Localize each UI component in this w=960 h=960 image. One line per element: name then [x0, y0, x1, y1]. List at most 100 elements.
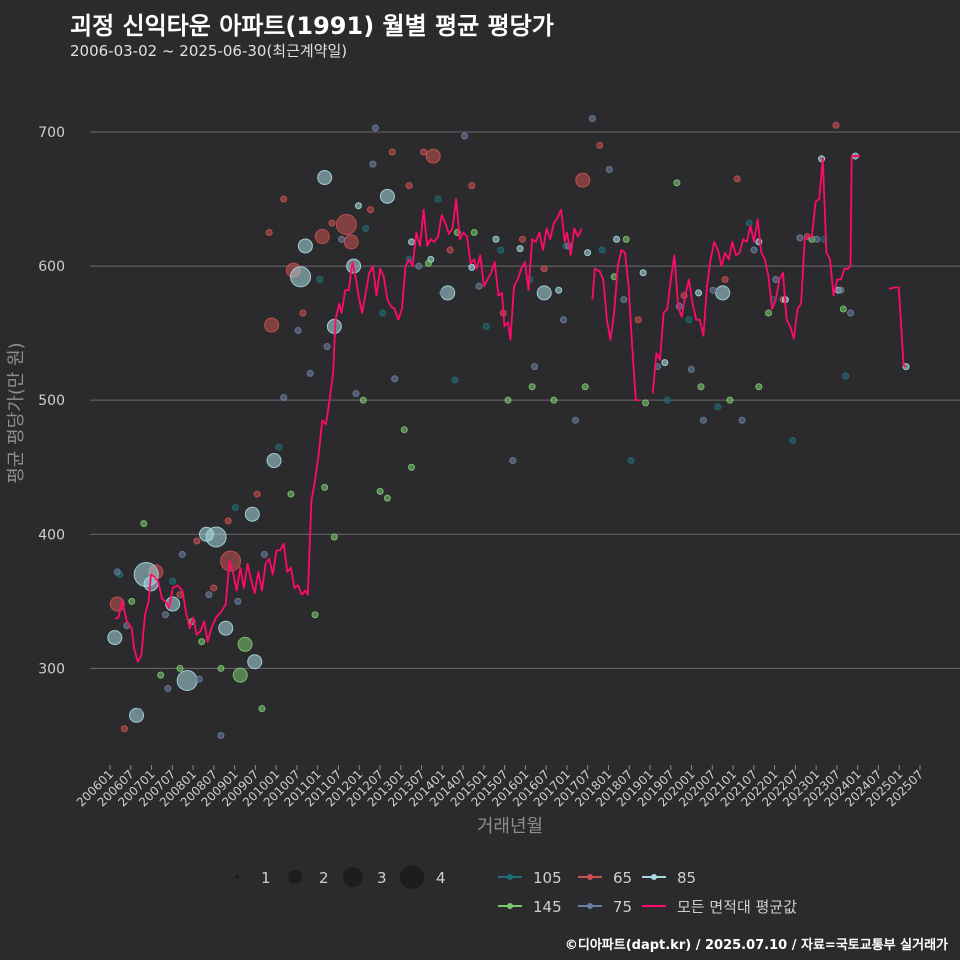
point-105: [497, 246, 505, 254]
point-65: [518, 235, 526, 243]
point-65: [264, 317, 280, 333]
point-105: [231, 503, 239, 511]
point-75: [352, 389, 360, 397]
point-145: [330, 533, 338, 541]
point-65: [210, 584, 218, 592]
point-85: [639, 269, 647, 277]
point-85: [492, 235, 500, 243]
point-65: [596, 141, 604, 149]
point-75: [439, 289, 447, 297]
chart-title: 괴정 신익타운 아파트(1991) 월별 평균 평당가: [70, 12, 554, 40]
y-axis-title: 평균 평당가(만 원): [6, 342, 27, 483]
point-145: [641, 399, 649, 407]
point-145: [128, 597, 136, 605]
point-145: [258, 705, 266, 713]
point-85: [205, 526, 227, 548]
legend-size-marker-3: [343, 867, 363, 887]
point-75: [559, 316, 567, 324]
point-65: [575, 172, 591, 188]
legend-size-marker-2: [288, 870, 302, 884]
average-line: [114, 155, 907, 663]
point-75: [195, 675, 203, 683]
point-85: [290, 266, 312, 288]
point-145: [157, 671, 165, 679]
point-65: [314, 229, 330, 245]
legend-size-label-1: 1: [261, 869, 271, 887]
point-65: [253, 490, 261, 498]
point-145: [400, 426, 408, 434]
legend-label-4: 75: [613, 898, 632, 916]
point-85: [555, 286, 563, 294]
point-85: [247, 654, 263, 670]
point-75: [837, 286, 845, 294]
y-axis-ticks: 300 400 500 600 700: [38, 125, 65, 677]
point-85: [613, 235, 621, 243]
point-105: [434, 195, 442, 203]
point-65: [540, 265, 548, 273]
point-105: [842, 372, 850, 380]
point-105: [275, 443, 283, 451]
point-105: [598, 246, 606, 254]
legend-dot-1: [587, 874, 593, 880]
legend-dot-4: [587, 903, 593, 909]
point-85: [176, 670, 198, 692]
point-75: [531, 363, 539, 371]
point-65: [733, 175, 741, 183]
point-65: [343, 234, 359, 250]
point-145: [550, 396, 558, 404]
point-65: [425, 148, 441, 164]
point-105: [379, 309, 387, 317]
point-85: [218, 620, 234, 636]
point-65: [634, 316, 642, 324]
point-145: [359, 396, 367, 404]
point-145: [287, 490, 295, 498]
point-75: [338, 235, 346, 243]
point-75: [588, 115, 596, 123]
legend: 1 2 3 4 105 65 85 145 75 모든 면적대 평균값: [235, 865, 797, 916]
point-85: [408, 238, 416, 246]
legend-dot-0: [507, 874, 513, 880]
point-145: [408, 463, 416, 471]
point-145: [755, 383, 763, 391]
legend-label-5: 모든 면적대 평균값: [677, 898, 797, 916]
average-line-segment-2: [591, 249, 640, 402]
y-tick-300: 300: [38, 661, 65, 677]
point-105: [362, 225, 370, 233]
point-105: [745, 219, 753, 227]
point-145: [765, 309, 773, 317]
point-145: [311, 611, 319, 619]
legend-label-1: 65: [613, 869, 632, 887]
point-65: [280, 195, 288, 203]
point-105: [663, 396, 671, 404]
point-85: [107, 630, 123, 646]
point-75: [260, 550, 268, 558]
point-75: [620, 296, 628, 304]
point-75: [709, 286, 717, 294]
point-105: [685, 316, 693, 324]
legend-dot-2: [651, 874, 657, 880]
point-105: [482, 322, 490, 330]
point-75: [371, 124, 379, 132]
point-145: [376, 487, 384, 495]
legend-size-label-2: 2: [319, 869, 329, 887]
point-75: [369, 160, 377, 168]
point-145: [217, 664, 225, 672]
point-75: [178, 550, 186, 558]
point-75: [135, 707, 143, 715]
y-tick-500: 500: [38, 393, 65, 409]
point-145: [232, 667, 248, 683]
y-tick-700: 700: [38, 125, 65, 141]
point-75: [306, 369, 314, 377]
point-85: [536, 285, 552, 301]
legend-label-0: 105: [533, 869, 562, 887]
point-85: [695, 289, 703, 297]
point-65: [405, 182, 413, 190]
point-85: [297, 238, 313, 254]
point-65: [224, 517, 232, 525]
point-85: [244, 506, 260, 522]
point-75: [605, 165, 613, 173]
point-65: [832, 121, 840, 129]
point-105: [627, 457, 635, 465]
point-75: [847, 309, 855, 317]
